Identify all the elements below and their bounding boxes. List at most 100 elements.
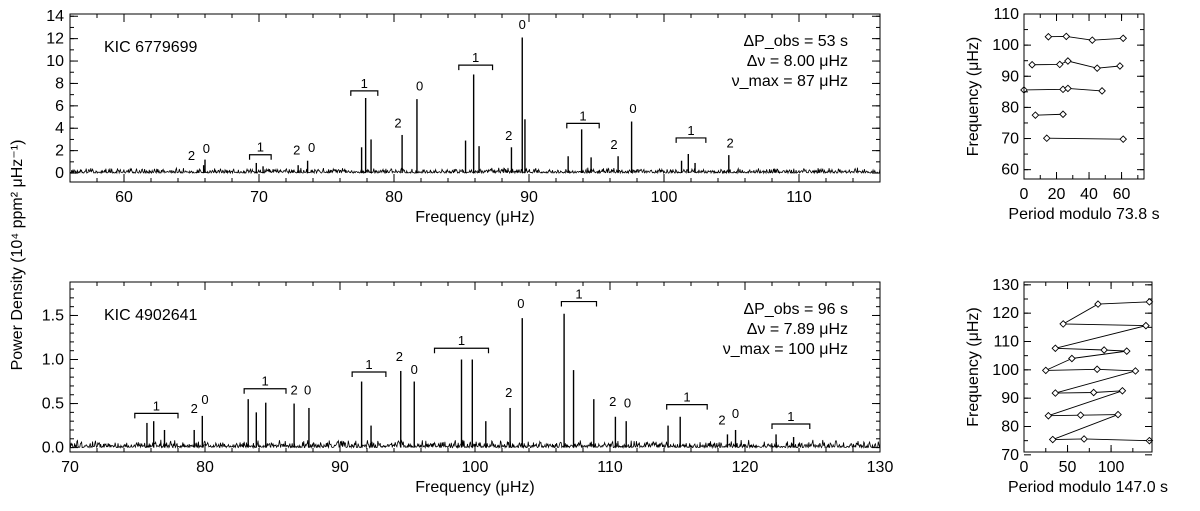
x-tick-label: 40: [1080, 186, 1098, 203]
echelle-point: [1064, 57, 1072, 65]
mode-label: 2: [188, 148, 195, 163]
echelle-point: [1118, 386, 1127, 395]
echelle-point: [1064, 84, 1072, 93]
y-tick-label: 12: [46, 31, 64, 48]
l1-bracket: [666, 404, 708, 410]
x-axis-label: Period modulo 73.8 s: [1008, 206, 1159, 223]
x-tick-label: 20: [1048, 186, 1066, 203]
echelle-point: [1119, 34, 1128, 43]
y-tick-label: 1.5: [42, 307, 64, 324]
y-tick-label: 0.0: [42, 440, 64, 457]
y-tick-label: 110: [993, 6, 1019, 23]
mode-label: 0: [732, 406, 739, 421]
x-tick-label: 110: [597, 459, 623, 476]
echelle-point: [1051, 344, 1060, 353]
y-tick-label: 120: [992, 305, 1019, 322]
echelle-point: [1059, 110, 1067, 119]
l1-bracket: [675, 137, 707, 143]
l1-bracket: [134, 412, 179, 419]
mode-label: 2: [290, 382, 297, 397]
parameter-annotation: ΔP_obs = 53 s: [743, 33, 848, 50]
echelle-connector: [1048, 390, 1123, 417]
x-tick-label: 60: [115, 189, 133, 206]
plot-frame: [1023, 13, 1145, 180]
y-tick-label: 110: [993, 334, 1019, 351]
echelle-point: [1093, 365, 1101, 374]
y-axis-label: Frequency (μHz): [965, 307, 982, 426]
x-tick-label: 100: [1098, 459, 1125, 476]
y-tick-label: 0: [55, 165, 64, 182]
l1-bracket-label: 1: [257, 140, 264, 155]
echelle-point: [1131, 367, 1140, 375]
echelle-point: [1028, 60, 1036, 69]
parameter-annotation: ν_max = 100 μHz: [723, 341, 848, 358]
star-id-label: KIC 4902641: [104, 307, 198, 324]
echelle-point: [1068, 354, 1076, 363]
x-tick-label: 110: [786, 189, 812, 206]
echelle-point: [1044, 32, 1053, 41]
y-tick-label: 0.5: [42, 396, 64, 413]
l1-bracket: [351, 371, 387, 378]
mode-label: 2: [396, 349, 403, 364]
echelle-point: [1094, 300, 1102, 308]
echelle-point: [1055, 60, 1064, 69]
echelle-point: [1114, 410, 1122, 419]
mode-label: 2: [191, 401, 198, 416]
l1-bracket: [350, 90, 379, 96]
echelle-connector: [1048, 414, 1119, 440]
y-tick-label: 8: [55, 75, 64, 92]
l1-bracket-label: 1: [472, 50, 479, 65]
x-tick-label: 100: [651, 189, 678, 206]
x-axis-label: Frequency (μHz): [415, 479, 534, 496]
x-tick-label: 80: [196, 459, 214, 476]
echelle-point: [1044, 411, 1053, 420]
y-tick-label: 6: [55, 98, 64, 115]
y-tick-label: 70: [1001, 131, 1019, 148]
l1-bracket-label: 1: [261, 374, 268, 389]
echelle-point: [1041, 366, 1050, 375]
parameter-annotation: ν_max = 87 μHz: [732, 73, 848, 90]
x-tick-label: 60: [1113, 186, 1131, 203]
echelle-connector: [1055, 325, 1147, 359]
y-tick-label: 80: [1001, 99, 1019, 116]
echelle-point: [1122, 347, 1131, 355]
echelle-point: [1031, 111, 1040, 120]
l1-bracket: [248, 154, 272, 160]
l1-bracket-label: 1: [575, 287, 582, 302]
x-tick-label: 0: [1020, 459, 1029, 476]
echelle-point: [1051, 389, 1060, 397]
echelle-point: [1100, 346, 1108, 354]
mode-label: 2: [609, 394, 616, 409]
l1-bracket-label: 1: [153, 398, 160, 413]
x-tick-label: 70: [250, 189, 268, 206]
l1-bracket-label: 1: [458, 333, 465, 348]
x-axis-label: Frequency (μHz): [415, 209, 534, 226]
echelle-connector: [1052, 438, 1150, 442]
echelle-point: [1116, 62, 1124, 70]
mode-label: 2: [727, 136, 734, 151]
x-axis-label: Period modulo 147.0 s: [1008, 479, 1168, 496]
mode-label: 2: [293, 142, 300, 157]
mode-label: 2: [718, 412, 725, 427]
shared-y-axis-label: Power Density (10⁴ ppm² μHz⁻¹): [9, 140, 26, 371]
y-tick-label: 100: [992, 37, 1019, 54]
echelle-point: [1059, 320, 1068, 328]
star-id-label: KIC 6779699: [104, 39, 198, 56]
echelle-point: [1080, 435, 1088, 443]
mode-label: 0: [624, 396, 631, 411]
parameter-annotation: ΔP_obs = 96 s: [743, 301, 848, 318]
echelle-connector: [1035, 113, 1064, 116]
plot-frame: [1023, 281, 1153, 453]
y-tick-label: 80: [1001, 419, 1019, 436]
y-tick-label: 130: [992, 277, 1019, 294]
echelle-point: [1142, 321, 1150, 330]
y-axis-label: Frequency (μHz): [965, 37, 982, 156]
mode-label: 0: [308, 140, 315, 155]
y-tick-label: 1.0: [42, 352, 64, 369]
x-tick-label: 70: [61, 459, 79, 476]
echelle-point: [1089, 388, 1098, 397]
y-tick-label: 14: [46, 8, 64, 25]
